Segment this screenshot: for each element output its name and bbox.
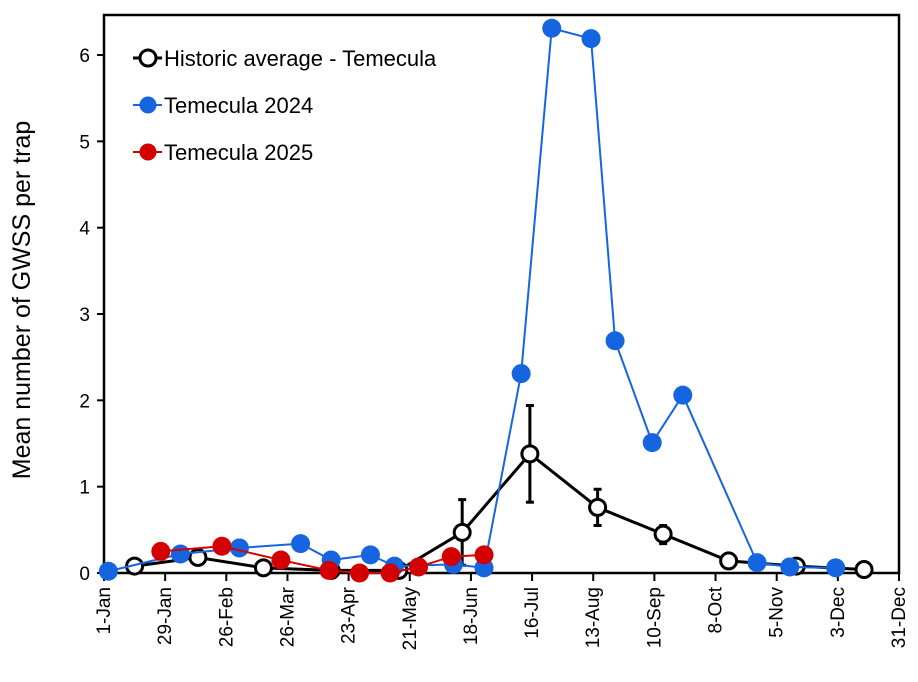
legend-marker — [139, 143, 157, 161]
data-point — [581, 29, 601, 49]
data-point — [409, 557, 429, 577]
legend-label: Temecula 2024 — [164, 93, 313, 118]
data-point — [542, 18, 562, 38]
data-point — [520, 444, 540, 464]
x-tick-label: 31-Dec — [889, 587, 910, 648]
data-point — [441, 547, 461, 567]
data-point — [291, 534, 311, 554]
legend: Historic average - Temecula Temecula 2024… — [133, 46, 437, 165]
legend-marker — [138, 48, 158, 68]
data-point — [780, 557, 800, 577]
x-tick-label: 23-Apr — [339, 586, 360, 644]
data-point — [253, 558, 273, 578]
data-point — [826, 558, 846, 578]
x-tick-label: 26-Mar — [277, 586, 298, 647]
x-tick-label: 5-Nov — [767, 587, 788, 638]
y-tick-label: 4 — [79, 219, 90, 240]
series-line — [108, 26, 836, 573]
x-tick-label: 29-Jan — [155, 587, 176, 645]
data-point — [360, 545, 380, 565]
legend-label: Historic average - Temecula — [164, 46, 437, 71]
data-point — [605, 331, 625, 351]
x-tick-label: 26-Feb — [216, 587, 237, 647]
legend-marker — [139, 96, 157, 114]
data-point — [212, 536, 232, 556]
data-point — [719, 551, 739, 571]
y-tick-label: 2 — [79, 391, 90, 412]
data-point — [854, 560, 874, 580]
y-tick-label: 3 — [79, 305, 90, 326]
y-tick-label: 5 — [79, 132, 90, 153]
data-point — [98, 561, 118, 581]
data-point — [642, 433, 662, 453]
x-tick-label: 16-Jul — [522, 587, 543, 639]
data-point — [151, 541, 171, 561]
x-tick-label: 18-Jun — [461, 587, 482, 645]
data-point — [474, 545, 494, 565]
y-tick-label: 6 — [79, 46, 90, 67]
x-tick-label: 1-Jan — [94, 587, 115, 635]
data-point — [229, 538, 249, 558]
data-point — [511, 364, 531, 384]
y-tick-label: 1 — [79, 478, 90, 499]
y-axis-label: Mean number of GWSS per trap — [8, 121, 36, 479]
data-point — [588, 497, 608, 517]
x-tick-label: 13-Aug — [583, 587, 604, 648]
data-point — [673, 385, 693, 405]
series-2 — [151, 536, 494, 583]
x-tick-label: 8-Oct — [706, 586, 727, 633]
data-point — [350, 563, 370, 583]
data-point — [170, 544, 190, 564]
x-tick-label: 21-May — [400, 587, 421, 651]
data-point — [653, 524, 673, 544]
data-point — [452, 522, 472, 542]
y-tick-label: 0 — [79, 564, 90, 585]
series-line — [134, 451, 865, 572]
plot-frame — [102, 13, 901, 575]
data-point — [380, 563, 400, 583]
data-point — [319, 560, 339, 580]
legend-label: Temecula 2025 — [164, 140, 313, 165]
plot-area: 0 1 2 3 4 5 6 1-Jan 29-Jan 26-Feb 26-Mar 23-Apr 21-M… — [79, 13, 910, 651]
data-point — [747, 553, 767, 573]
x-tick-label: 3-Dec — [828, 587, 849, 638]
x-tick-label: 10-Sep — [644, 587, 665, 648]
data-point — [271, 550, 291, 570]
